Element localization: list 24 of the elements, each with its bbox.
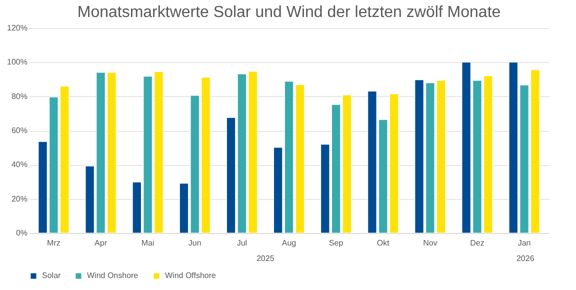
x-tick-label: Nov	[423, 238, 438, 248]
x-tick-label: Jun	[188, 238, 202, 248]
x-tick-label: Apr	[94, 238, 108, 248]
x-tick-label: Jul	[236, 238, 248, 248]
legend-label: Wind Onshore	[87, 270, 139, 280]
y-tick-label: 60%	[11, 126, 28, 135]
x-tick-label: Sep	[328, 238, 344, 248]
x-tick-label: Jan	[518, 238, 531, 248]
y-tick-label: 0%	[16, 228, 28, 238]
y-tick-label: 80%	[11, 92, 28, 101]
chart-title: Monatsmarktwerte Solar und Wind der letzten zwölf Monate	[77, 4, 501, 21]
x-tick-label: Mrz	[47, 238, 60, 248]
x-tick-label: Okt	[376, 238, 390, 248]
x-tick-label: Mai	[141, 238, 154, 248]
y-tick-label: 120%	[7, 24, 28, 32]
y-tick-label: 100%	[7, 58, 28, 67]
x-tick-label: Dez	[470, 238, 484, 248]
text: 2025	[256, 254, 275, 263]
y-tick-label: 40%	[11, 160, 28, 170]
x-tick-label: Aug	[282, 238, 296, 248]
legend-label: Wind Offshore	[165, 270, 217, 280]
y-tick-label: 20%	[11, 194, 28, 204]
text: 2026	[516, 254, 535, 263]
legend-label: Solar	[42, 270, 62, 280]
